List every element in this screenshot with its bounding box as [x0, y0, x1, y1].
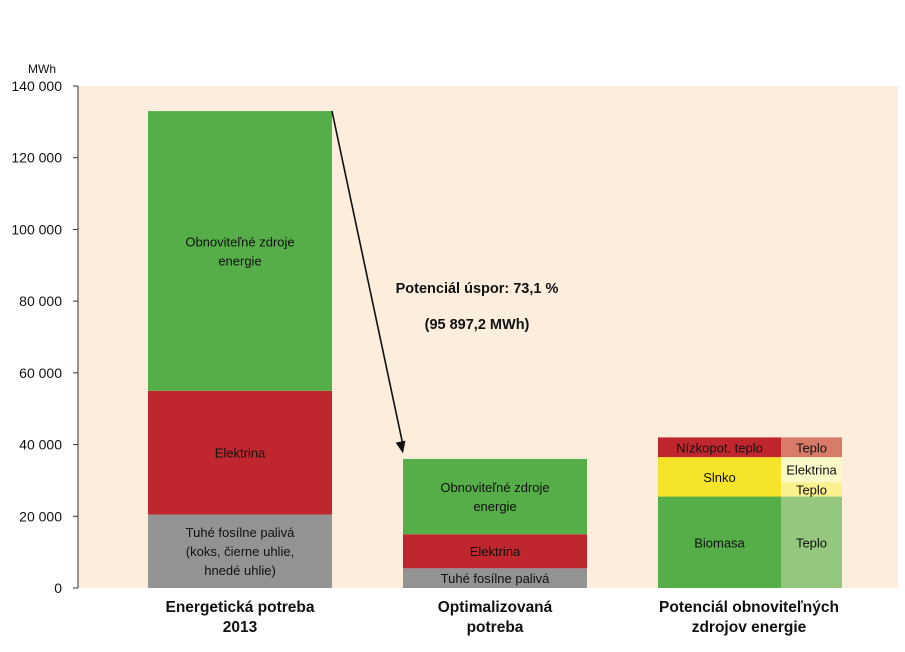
- segment-label-renewables: Obnoviteľné zdroje energie: [440, 480, 549, 514]
- category-label-line: zdrojov energie: [692, 619, 807, 636]
- segment-label-renewables-line: energie: [218, 253, 261, 268]
- bar-segment-solar-heat: [781, 482, 842, 497]
- segment-label-biomass: Biomasa: [694, 535, 745, 550]
- bar-segment-electricity: [403, 534, 587, 569]
- segment-label-solar-heat: Teplo: [796, 482, 827, 497]
- savings-arrow-line: [331, 110, 404, 446]
- category-label: Potenciál obnoviteľných zdrojov energie: [659, 599, 839, 636]
- segment-label-low-potential-heat-line: Nízkopot. teplo: [676, 440, 763, 455]
- y-tick-label: 60 000: [19, 365, 62, 381]
- bar-segment-solid-fuels: [403, 568, 587, 588]
- segment-label-low-potential-heat-out: Teplo: [796, 440, 827, 455]
- segment-label-low-potential-heat: Nízkopot. teplo: [676, 440, 763, 455]
- segment-label-renewables-line: Obnoviteľné zdroje: [440, 480, 549, 495]
- segment-label-solar-electricity: Elektrina: [786, 463, 837, 478]
- bar-segment-biomass-heat: [781, 496, 842, 588]
- segment-label-low-potential-heat-out-line: Teplo: [796, 440, 827, 455]
- segment-label-biomass-line: Biomasa: [694, 535, 745, 550]
- segment-label-solar: Slnko: [703, 470, 736, 485]
- y-tick-label: 80 000: [19, 293, 62, 309]
- bar-segment-biomass: [658, 496, 781, 588]
- category-label-line: potreba: [467, 619, 524, 636]
- segment-label-biomass-heat-line: Teplo: [796, 535, 827, 550]
- bar-segment-renewables: [148, 111, 332, 391]
- category-label: Energetická potreba 2013: [165, 599, 314, 636]
- y-axis-ticks: 0 20 000 40 000 60 000 80 000 100 000 120 000 1…: [11, 78, 79, 596]
- y-tick-label: 0: [54, 580, 62, 596]
- category-label-line: Energetická potreba: [165, 599, 314, 616]
- segment-label-solar-line: Slnko: [703, 470, 736, 485]
- segment-label-electricity: Elektrina: [215, 446, 266, 461]
- category-labels: Energetická potreba 2013 Optimalizovaná pot…: [165, 599, 838, 636]
- savings-annotation-line: (95 897,2 MWh): [425, 317, 530, 333]
- segment-label-solid-fuels: Tuhé fosílne palivá (koks, čierne uhlie, h…: [186, 525, 295, 578]
- segment-label-solid-fuels: Tuhé fosílne palivá: [441, 571, 550, 586]
- y-axis-unit-label: MWh: [28, 62, 56, 76]
- y-tick-label: 120 000: [11, 150, 62, 166]
- y-tick-label: 100 000: [11, 221, 62, 237]
- segment-label-solid-fuels-line: hnedé uhlie): [204, 563, 276, 578]
- savings-annotation: Potenciál úspor: 73,1 % (95 897,2 MWh): [331, 110, 559, 454]
- bar-segment-electricity: [148, 390, 332, 515]
- segment-label-renewables: Obnoviteľné zdroje energie: [185, 234, 294, 268]
- bars: [148, 111, 842, 588]
- segment-label-renewables-line: energie: [473, 499, 516, 514]
- savings-annotation-line: Potenciál úspor: 73,1 %: [396, 281, 559, 297]
- y-tick-label: 20 000: [19, 508, 62, 524]
- segment-label-electricity-line: Elektrina: [215, 446, 266, 461]
- segment-label-solid-fuels-line: Tuhé fosílne palivá: [186, 525, 295, 540]
- bar-segment-renewables: [403, 458, 587, 535]
- segment-label-solid-fuels-line: (koks, čierne uhlie,: [186, 544, 294, 559]
- segment-label-solar-heat-line: Teplo: [796, 482, 827, 497]
- category-label-line: Optimalizovaná: [438, 599, 553, 616]
- segment-label-renewables-line: Obnoviteľné zdroje: [185, 234, 294, 249]
- category-label-line: 2013: [223, 619, 258, 636]
- bar-segment-solid-fuels: [148, 514, 332, 588]
- segment-label-solar-electricity-line: Elektrina: [786, 463, 837, 478]
- segment-label-solid-fuels-line: Tuhé fosílne palivá: [441, 571, 550, 586]
- segment-label-biomass-heat: Teplo: [796, 535, 827, 550]
- category-label: Optimalizovaná potreba: [438, 599, 553, 636]
- category-label-line: Potenciál obnoviteľných: [659, 599, 839, 616]
- savings-arrow-head: [395, 440, 406, 454]
- y-tick-label: 140 000: [11, 78, 62, 94]
- bar-segment-low-potential-heat: [658, 437, 781, 458]
- bar-segment-low-potential-heat-out: [781, 437, 842, 458]
- segment-label-electricity-line: Elektrina: [470, 544, 521, 559]
- bar-segment-solar-electricity: [781, 457, 842, 483]
- bar-segment-solar: [658, 457, 781, 497]
- segment-labels: Tuhé fosílne palivá (koks, čierne uhlie, h…: [185, 234, 837, 586]
- segment-label-electricity: Elektrina: [470, 544, 521, 559]
- y-tick-label: 40 000: [19, 437, 62, 453]
